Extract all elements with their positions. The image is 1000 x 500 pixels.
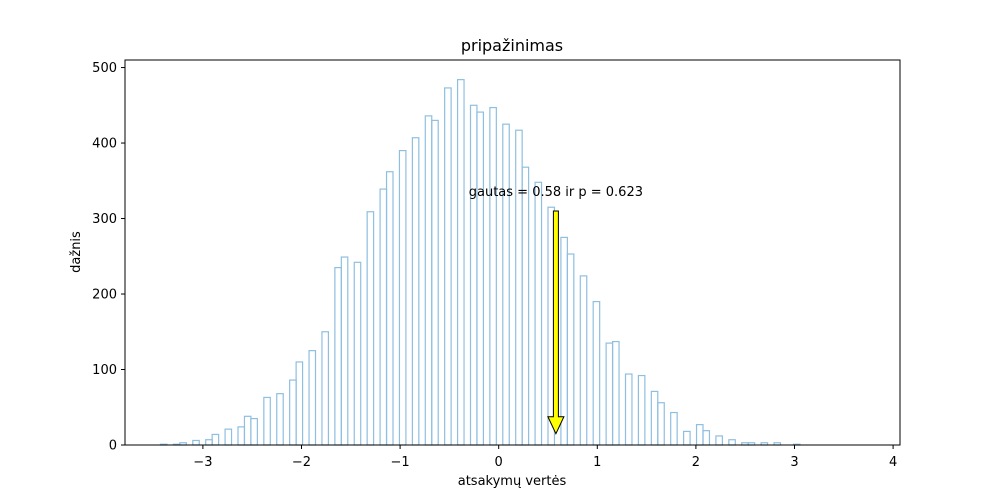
histogram-bin (353, 261, 362, 446)
histogram-bin (637, 374, 646, 446)
histogram-bin (431, 119, 439, 446)
histogram-bin (398, 149, 407, 446)
x-tick-label: 2 (692, 455, 700, 470)
y-axis-ticks: 0 100 200 300 400 500 (92, 61, 125, 454)
histogram-bin (489, 106, 497, 446)
histogram-bin (521, 166, 530, 446)
annotation-arrow (547, 210, 565, 435)
histogram-bin (379, 188, 388, 446)
histogram-bin (224, 428, 233, 446)
y-tick-label: 100 (92, 363, 117, 378)
histogram-bin (715, 435, 723, 446)
annotation-label: gautas = 0.58 ir p = 0.623 (469, 185, 643, 200)
histogram-bin (340, 256, 349, 446)
histogram-bin (334, 267, 342, 446)
y-tick-label: 400 (92, 137, 117, 152)
x-tick-label: −1 (391, 455, 410, 470)
x-axis-ticks: −3 −2 −1 0 1 2 3 4 (193, 445, 897, 470)
histogram-bin (321, 331, 330, 446)
histogram-bin (611, 340, 620, 446)
histogram-bin (456, 79, 465, 446)
histogram-bin (444, 87, 452, 446)
x-tick-label: 4 (889, 455, 897, 470)
histogram-bin (385, 171, 394, 446)
histogram-bin (276, 393, 284, 446)
histogram-bin (295, 361, 304, 446)
y-axis-label: dažnis (69, 231, 84, 273)
histogram-bin (657, 402, 665, 446)
histogram-bin (624, 373, 633, 446)
histogram-bin (683, 430, 691, 446)
histogram-bin (411, 137, 420, 446)
histogram-bars (159, 79, 801, 446)
y-tick-label: 0 (109, 439, 117, 454)
annotation-group: gautas = 0.58 ir p = 0.623 (469, 185, 643, 435)
histogram-bin (515, 129, 523, 446)
plot-frame (124, 59, 901, 446)
x-tick-label: −3 (193, 455, 212, 470)
histogram-bin (560, 236, 568, 446)
histogram-bin (650, 390, 659, 446)
x-axis-label: atsakymų vertės (458, 474, 567, 489)
histogram-bin (205, 439, 213, 446)
histogram-bin (469, 104, 478, 446)
histogram-bin (308, 350, 317, 446)
histogram-bin (289, 379, 297, 446)
histogram-bin (702, 430, 711, 446)
histogram-bin (605, 342, 614, 446)
histogram-bin (237, 426, 246, 446)
x-tick-label: 1 (593, 455, 601, 470)
x-tick-label: 0 (495, 455, 503, 470)
histogram-bin (566, 253, 575, 446)
histogram-bin (263, 396, 271, 446)
histogram-bin (670, 411, 678, 446)
histogram-bin (534, 181, 543, 446)
histogram-bin (502, 123, 510, 446)
histogram-bin (243, 415, 252, 446)
histogram-bin (695, 424, 704, 446)
x-tick-label: 3 (790, 455, 798, 470)
y-tick-label: 500 (92, 61, 117, 76)
y-tick-label: 300 (92, 212, 117, 227)
y-tick-label: 200 (92, 288, 117, 303)
histogram-bin (366, 211, 375, 446)
histogram-bin (476, 111, 485, 446)
histogram-bin (579, 275, 588, 446)
chart-title: pripažinimas (461, 36, 563, 55)
histogram-bin (192, 439, 200, 446)
histogram-bin (728, 439, 736, 446)
histogram-bin (424, 115, 433, 446)
histogram-bin (592, 300, 601, 446)
x-tick-label: −2 (292, 455, 311, 470)
histogram-bin (250, 417, 258, 446)
histogram-bin (211, 433, 220, 446)
